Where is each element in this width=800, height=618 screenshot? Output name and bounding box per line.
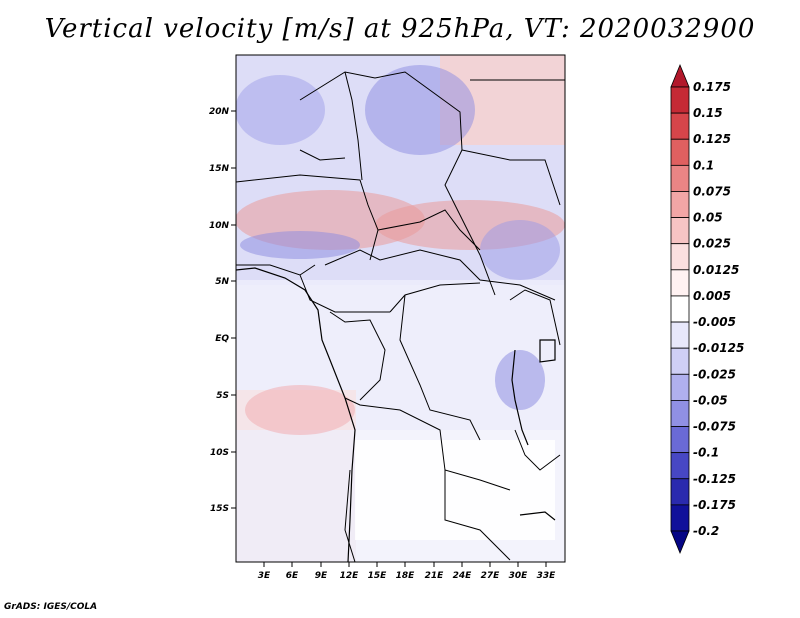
colorbar-label: -0.005	[693, 315, 736, 329]
colorbar-box	[670, 400, 690, 427]
map-frame	[235, 54, 566, 563]
colorbar-box	[670, 347, 690, 375]
colorbar-box	[670, 295, 690, 323]
colorbar-box	[670, 86, 690, 114]
colorbar-arrow-top	[670, 63, 690, 88]
grads-credit: GrADS: IGES/COLA	[4, 602, 98, 612]
lon-label-15e: 15E	[368, 571, 388, 581]
blue-patch-north	[365, 65, 475, 155]
colorbar-label: -0.175	[693, 498, 736, 512]
colorbar-box	[670, 269, 690, 297]
lon-label-33e: 33E	[537, 571, 557, 581]
colorbar-label: -0.025	[693, 367, 736, 381]
colorbar-label: -0.075	[693, 420, 736, 434]
colorbar-box	[670, 321, 690, 349]
country-borders	[236, 71, 565, 562]
lon-label-27e: 27E	[481, 571, 501, 581]
lat-label-eq: EQ	[215, 334, 229, 344]
lon-label-30e: 30E	[509, 571, 529, 581]
colorbar-label: -0.125	[693, 472, 736, 486]
coastlines	[236, 267, 556, 562]
colorbar-label: 0.1	[693, 158, 714, 172]
lat-label-15s: 15S	[210, 504, 229, 514]
lon-label-24e: 24E	[453, 571, 473, 581]
blue-patch-lakes	[495, 350, 545, 410]
colorbar-box	[670, 426, 690, 454]
blue-band-west	[240, 231, 360, 259]
colorbar-label: 0.175	[693, 80, 731, 94]
lat-label-15n: 15N	[209, 164, 230, 174]
lat-label-20n: 20N	[209, 107, 230, 117]
map-plot-area	[236, 55, 565, 562]
blue-patch-east	[480, 220, 560, 280]
colorbar-label: -0.2	[693, 524, 719, 538]
colorbar-label: 0.025	[693, 237, 731, 251]
colorbar-box	[670, 373, 690, 401]
lon-label-9e: 9E	[315, 571, 328, 581]
blue-patch-northwest	[236, 75, 325, 145]
colorbar-box	[670, 243, 690, 271]
colorbar-label: -0.05	[693, 393, 728, 407]
colorbar-box	[670, 504, 690, 532]
colorbar-box	[670, 138, 690, 166]
chart-title: Vertical velocity [m/s] at 925hPa, VT: 2…	[44, 14, 756, 44]
lon-label-12e: 12E	[340, 571, 360, 581]
colorbar-label: -0.1	[693, 446, 719, 460]
colorbar-box	[670, 191, 690, 218]
longitude-axis	[263, 562, 547, 567]
colorbar-label: 0.005	[693, 289, 731, 303]
colorbar-label: 0.15	[693, 106, 723, 120]
colorbar-label: 0.05	[693, 211, 723, 225]
lon-label-6e: 6E	[286, 571, 299, 581]
lat-label-10s: 10S	[210, 448, 229, 458]
lat-label-10n: 10N	[209, 221, 230, 231]
latitude-axis	[231, 110, 236, 509]
colorbar-box	[670, 217, 690, 245]
colorbar-label: 0.0125	[693, 263, 739, 277]
colorbar-label: 0.125	[693, 132, 731, 146]
lat-label-5s: 5S	[216, 391, 229, 401]
colorbar-box	[670, 452, 690, 480]
lon-label-21e: 21E	[425, 571, 445, 581]
colorbar-label: 0.075	[693, 184, 731, 198]
lon-label-3e: 3E	[258, 571, 271, 581]
red-patch-atlantic	[245, 385, 355, 435]
lat-label-5n: 5N	[215, 277, 229, 287]
lon-label-18e: 18E	[396, 571, 416, 581]
colorbar-label: -0.0125	[693, 341, 744, 355]
colorbar-box	[670, 164, 690, 192]
colorbar-box	[670, 112, 690, 140]
colorbar: 0.175 0.15 0.125 0.1 0.075 0.05 0.025 0.0125 0.0…	[670, 63, 744, 555]
colorbar-arrow-bottom	[670, 530, 690, 555]
colorbar-box	[670, 478, 690, 506]
